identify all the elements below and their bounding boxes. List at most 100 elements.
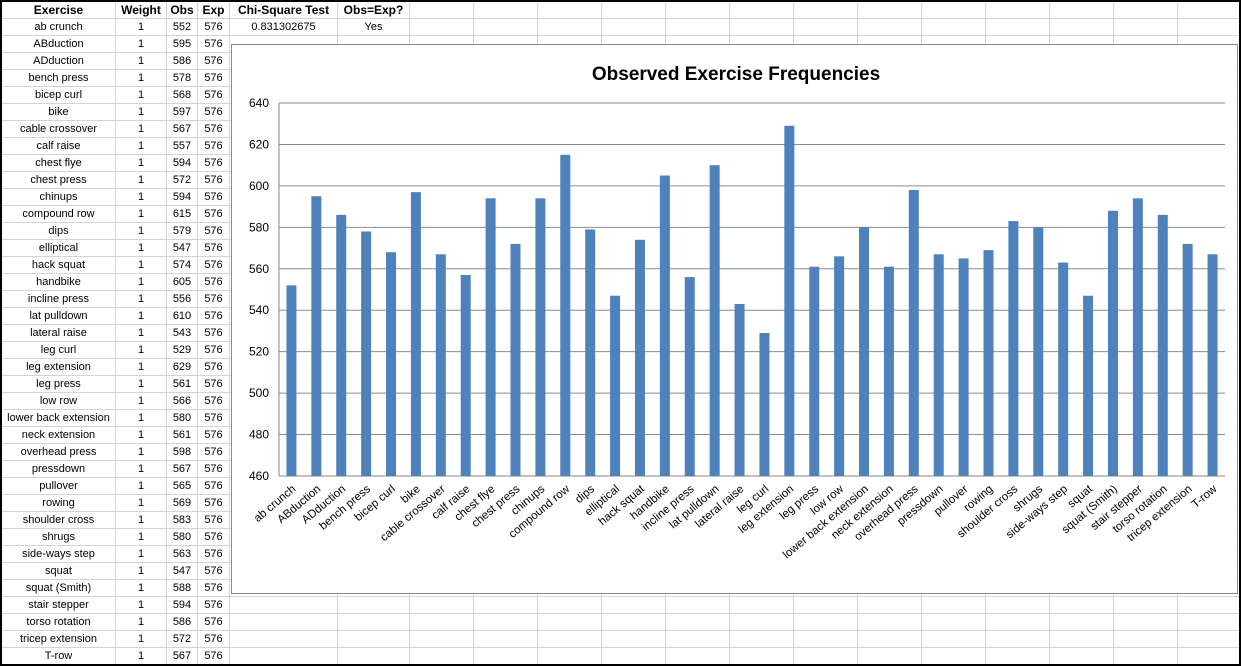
obs-cell[interactable]: 579 [167,223,198,240]
empty-cell[interactable] [1178,580,1239,597]
empty-cell[interactable] [538,597,602,614]
empty-cell[interactable] [538,614,602,631]
empty-cell[interactable] [474,648,538,664]
obs-cell[interactable]: 543 [167,325,198,342]
bar[interactable] [1058,262,1069,476]
exp-cell[interactable]: 576 [198,104,230,121]
bar[interactable] [859,227,870,476]
empty-cell[interactable] [1114,648,1178,664]
obs-cell[interactable]: 588 [167,580,198,597]
exp-cell[interactable]: 576 [198,206,230,223]
weight-cell[interactable]: 1 [116,138,167,155]
empty-cell[interactable] [666,2,730,19]
weight-cell[interactable]: 1 [116,529,167,546]
exp-cell[interactable]: 576 [198,240,230,257]
header-obs[interactable]: Obs [167,2,198,19]
bar[interactable] [1132,198,1143,477]
bar[interactable] [784,125,795,477]
exercise-cell[interactable]: compound row [2,206,116,223]
bar[interactable] [659,175,670,476]
weight-cell[interactable]: 1 [116,512,167,529]
weight-cell[interactable]: 1 [116,240,167,257]
exp-cell[interactable]: 576 [198,512,230,529]
exercise-cell[interactable]: shoulder cross [2,512,116,529]
obs-cell[interactable]: 594 [167,597,198,614]
obs-cell[interactable]: 572 [167,631,198,648]
empty-cell[interactable] [858,19,922,36]
obs-cell[interactable]: 552 [167,19,198,36]
empty-cell[interactable] [338,648,410,664]
empty-cell[interactable] [538,648,602,664]
empty-cell[interactable] [1178,597,1239,614]
weight-cell[interactable]: 1 [116,495,167,512]
weight-cell[interactable]: 1 [116,597,167,614]
weight-cell[interactable]: 1 [116,155,167,172]
empty-cell[interactable] [602,19,666,36]
empty-cell[interactable] [922,19,986,36]
obs-cell[interactable]: 605 [167,274,198,291]
weight-cell[interactable]: 1 [116,478,167,495]
obs-cell[interactable]: 566 [167,393,198,410]
empty-cell[interactable] [1050,2,1114,19]
obs-cell[interactable]: 547 [167,240,198,257]
empty-cell[interactable] [986,2,1050,19]
empty-cell[interactable] [730,597,794,614]
weight-cell[interactable]: 1 [116,444,167,461]
exp-cell[interactable]: 576 [198,614,230,631]
empty-cell[interactable] [538,2,602,19]
exercise-cell[interactable]: bicep curl [2,87,116,104]
exercise-cell[interactable]: stair stepper [2,597,116,614]
exercise-cell[interactable]: lateral raise [2,325,116,342]
obs-cell[interactable]: 578 [167,70,198,87]
exercise-cell[interactable]: neck extension [2,427,116,444]
bar[interactable] [1033,227,1044,476]
empty-cell[interactable] [986,597,1050,614]
empty-cell[interactable] [602,614,666,631]
weight-cell[interactable]: 1 [116,53,167,70]
obs-cell[interactable]: 580 [167,529,198,546]
obs-cell[interactable]: 529 [167,342,198,359]
empty-cell[interactable] [922,614,986,631]
bar[interactable] [460,274,471,476]
bar[interactable] [709,165,720,476]
exp-cell[interactable]: 576 [198,410,230,427]
weight-cell[interactable]: 1 [116,36,167,53]
exercise-cell[interactable]: incline press [2,291,116,308]
bar[interactable] [510,243,521,476]
empty-cell[interactable] [1050,631,1114,648]
empty-cell[interactable] [986,648,1050,664]
bar[interactable] [1157,214,1168,476]
exp-cell[interactable]: 576 [198,172,230,189]
header-exercise[interactable]: Exercise [2,2,116,19]
exp-cell[interactable]: 576 [198,444,230,461]
bar[interactable] [1107,210,1118,476]
obs-cell[interactable]: 580 [167,410,198,427]
empty-cell[interactable] [666,648,730,664]
bar[interactable] [1182,243,1193,476]
empty-cell[interactable] [794,648,858,664]
exp-cell[interactable]: 576 [198,19,230,36]
weight-cell[interactable]: 1 [116,631,167,648]
bar[interactable] [286,285,297,476]
exp-cell[interactable]: 576 [198,631,230,648]
exp-cell[interactable]: 576 [198,121,230,138]
empty-cell[interactable] [230,597,338,614]
exercise-cell[interactable]: ab crunch [2,19,116,36]
empty-cell[interactable] [730,631,794,648]
exercise-cell[interactable]: pressdown [2,461,116,478]
empty-cell[interactable] [602,2,666,19]
exercise-cell[interactable]: elliptical [2,240,116,257]
exp-cell[interactable]: 576 [198,478,230,495]
weight-cell[interactable]: 1 [116,274,167,291]
bar[interactable] [933,254,944,476]
exercise-cell[interactable]: squat (Smith) [2,580,116,597]
exercise-cell[interactable]: chest press [2,172,116,189]
bar[interactable] [560,154,571,477]
obs-cell[interactable]: 568 [167,87,198,104]
empty-cell[interactable] [410,648,474,664]
exercise-cell[interactable]: tricep extension [2,631,116,648]
empty-cell[interactable] [230,614,338,631]
empty-cell[interactable] [730,19,794,36]
obs-cell[interactable]: 597 [167,104,198,121]
empty-cell[interactable] [338,597,410,614]
